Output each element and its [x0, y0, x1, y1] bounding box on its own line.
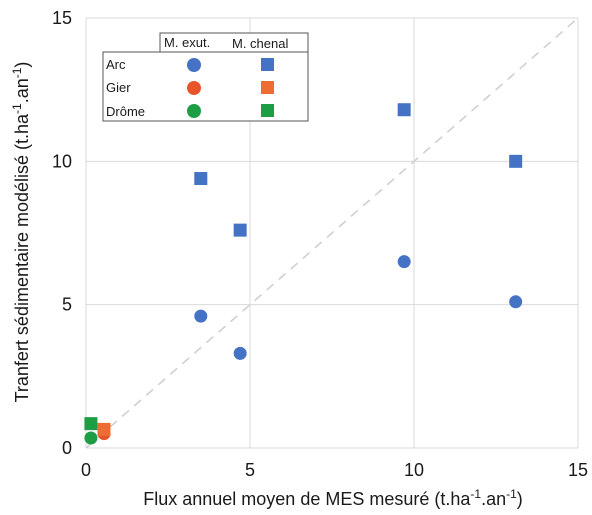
legend-header-frame	[159, 32, 309, 53]
x-tick-label-10: 10	[404, 460, 424, 480]
legend-header-chenal: M. chenal	[232, 36, 288, 51]
x-tick-label-15: 15	[568, 460, 588, 480]
reference-line	[85, 17, 579, 449]
point-gier-m-chenal-1	[97, 422, 111, 436]
legend-row-drome: Drôme	[106, 104, 145, 119]
point-arc-m-chenal-1	[194, 172, 208, 186]
reference-line-1to1	[85, 17, 579, 449]
point-arc-m-chenal-4	[509, 154, 523, 168]
x-axis-title: Flux annuel moyen de MES mesuré (t.ha-1.…	[143, 487, 523, 509]
legend-gier-chenal-marker	[261, 81, 274, 94]
x-tick-label-0: 0	[81, 460, 91, 480]
y-tick-label-0: 0	[62, 438, 72, 458]
tick-labels: 0 5 10 15 0 5 10 15	[52, 8, 588, 480]
legend-drome-chenal-marker	[261, 104, 274, 117]
point-drome-m-exut-1	[84, 431, 98, 445]
legend-arc-exut-marker	[187, 58, 201, 72]
point-arc-m-exut-1	[194, 309, 208, 323]
legend-gier-exut-marker	[187, 81, 201, 95]
legend-row-gier: Gier	[106, 80, 131, 95]
legend: M. exut. M. chenal Arc Gier Drôme	[102, 32, 309, 122]
point-drome-m-chenal-1	[84, 417, 98, 431]
point-arc-m-chenal-3	[397, 103, 411, 117]
y-axis-title: Tranfert sédimentaire modélisé (t.ha-1.a…	[10, 62, 32, 403]
x-tick-label-5: 5	[245, 460, 255, 480]
legend-arc-chenal-marker	[261, 58, 274, 71]
y-tick-label-10: 10	[52, 151, 72, 171]
point-arc-m-exut-2	[233, 346, 247, 360]
legend-row-arc: Arc	[106, 57, 126, 72]
legend-drome-exut-marker	[187, 104, 201, 118]
point-arc-m-chenal-2	[233, 223, 247, 237]
data-points	[84, 103, 523, 445]
y-tick-label-15: 15	[52, 8, 72, 28]
point-arc-m-exut-4	[509, 295, 523, 309]
y-tick-label-5: 5	[62, 295, 72, 315]
point-arc-m-exut-3	[397, 255, 411, 269]
legend-header-exut: M. exut.	[164, 35, 210, 50]
